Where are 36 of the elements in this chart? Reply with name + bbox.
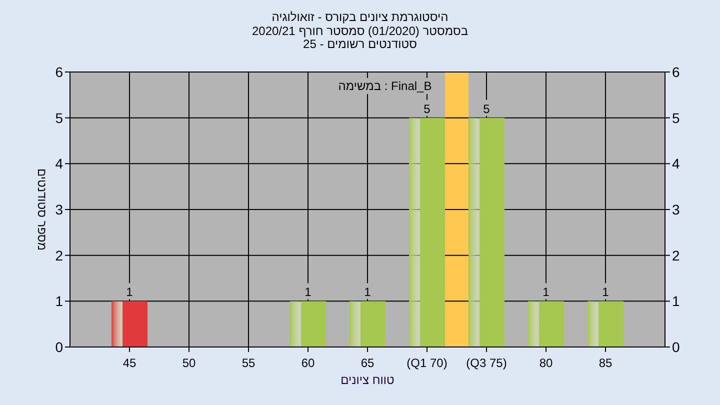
y2-tick-label: 5	[672, 110, 680, 126]
x-tick-label: (Q3 75)	[466, 356, 507, 370]
x-tick-label: 85	[598, 356, 612, 370]
y-tick-label: 4	[55, 156, 64, 172]
y-tick-label: 3	[55, 202, 64, 218]
y-axis-title: מספר סטודנטים	[35, 168, 49, 251]
text: בסמסטר (01/2020) סמסטר חורף 2020/21	[252, 24, 468, 38]
x-tick-label: 50	[182, 356, 196, 370]
data-label: 1	[602, 285, 610, 300]
data-label: 1	[364, 285, 372, 300]
y-tick-label: 6	[55, 64, 64, 80]
y-tick-label: 1	[55, 293, 64, 310]
chart-title: היסטוגרמת ציונים בקורס - זואולוגיה	[272, 10, 448, 24]
x-tick-label: 80	[539, 356, 553, 370]
data-label: 1	[542, 285, 550, 300]
x-axis-title: טווח ציונים	[340, 373, 395, 387]
y-tick-label: 2	[55, 247, 64, 264]
y2-tick-label: 1	[672, 293, 680, 310]
x-tick-label: 45	[122, 356, 136, 370]
y-tick-label: 0	[55, 339, 64, 355]
y2-tick-label: 4	[672, 156, 680, 172]
x-tick-label: 65	[360, 356, 374, 370]
y2-tick-label: 2	[672, 247, 680, 264]
x-tick-label: (Q1 70)	[406, 356, 448, 370]
data-label: 1	[126, 285, 134, 300]
y2-tick-label: 3	[672, 202, 680, 218]
y2-tick-label: 6	[672, 64, 680, 80]
data-label: 5	[483, 102, 490, 116]
data-label: 1	[304, 285, 312, 300]
x-tick-label: 55	[242, 356, 256, 370]
y-tick-label: 5	[55, 110, 64, 126]
annotation: במשימה : Final_B	[338, 79, 432, 93]
data-label: 5	[424, 102, 431, 116]
x-tick-label: 60	[301, 356, 315, 370]
y2-tick-label: 0	[672, 339, 680, 355]
text: סטודנטים רשומים - 25	[303, 37, 417, 51]
